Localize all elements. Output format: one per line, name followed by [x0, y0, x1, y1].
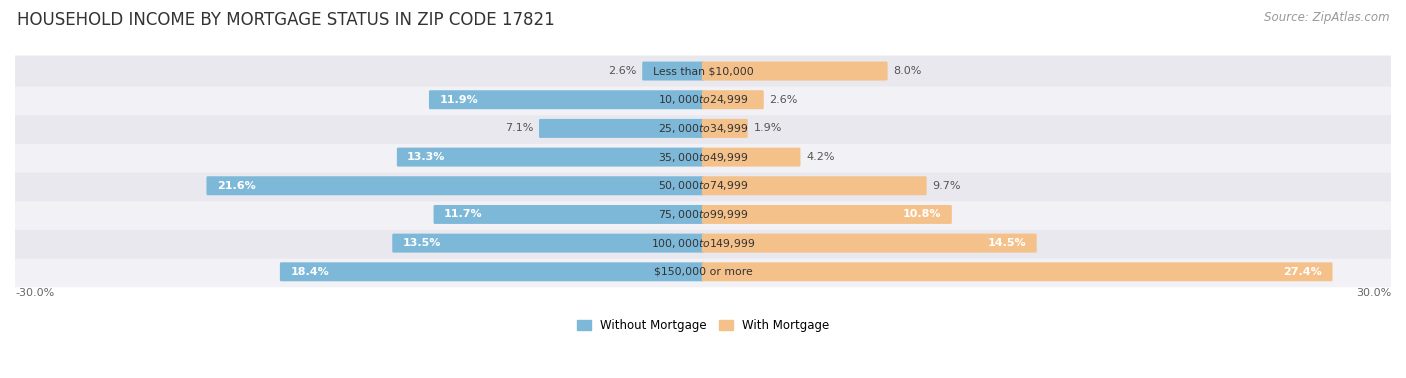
- FancyBboxPatch shape: [396, 147, 704, 167]
- Text: $75,000 to $99,999: $75,000 to $99,999: [658, 208, 748, 221]
- Text: 14.5%: 14.5%: [988, 238, 1026, 248]
- FancyBboxPatch shape: [207, 176, 704, 195]
- Text: HOUSEHOLD INCOME BY MORTGAGE STATUS IN ZIP CODE 17821: HOUSEHOLD INCOME BY MORTGAGE STATUS IN Z…: [17, 11, 554, 29]
- Text: 7.1%: 7.1%: [505, 123, 533, 133]
- FancyBboxPatch shape: [7, 142, 1399, 173]
- Text: Less than $10,000: Less than $10,000: [652, 66, 754, 76]
- Text: 11.7%: 11.7%: [444, 209, 482, 220]
- FancyBboxPatch shape: [702, 234, 1036, 253]
- Text: 13.3%: 13.3%: [408, 152, 446, 162]
- Text: 9.7%: 9.7%: [932, 181, 960, 191]
- Text: 18.4%: 18.4%: [290, 267, 329, 277]
- FancyBboxPatch shape: [429, 90, 704, 109]
- FancyBboxPatch shape: [702, 262, 1333, 281]
- Text: 4.2%: 4.2%: [806, 152, 835, 162]
- Text: $150,000 or more: $150,000 or more: [654, 267, 752, 277]
- Text: 2.6%: 2.6%: [609, 66, 637, 76]
- FancyBboxPatch shape: [7, 228, 1399, 259]
- Text: 8.0%: 8.0%: [893, 66, 922, 76]
- Text: 21.6%: 21.6%: [217, 181, 256, 191]
- Legend: Without Mortgage, With Mortgage: Without Mortgage, With Mortgage: [572, 315, 834, 337]
- FancyBboxPatch shape: [702, 176, 927, 195]
- FancyBboxPatch shape: [643, 62, 704, 81]
- FancyBboxPatch shape: [702, 205, 952, 224]
- FancyBboxPatch shape: [7, 256, 1399, 287]
- FancyBboxPatch shape: [702, 147, 800, 167]
- Text: $35,000 to $49,999: $35,000 to $49,999: [658, 150, 748, 164]
- FancyBboxPatch shape: [280, 262, 704, 281]
- FancyBboxPatch shape: [7, 199, 1399, 230]
- FancyBboxPatch shape: [7, 84, 1399, 115]
- FancyBboxPatch shape: [702, 119, 748, 138]
- Text: 13.5%: 13.5%: [402, 238, 441, 248]
- Text: -30.0%: -30.0%: [15, 288, 55, 298]
- Text: $100,000 to $149,999: $100,000 to $149,999: [651, 237, 755, 249]
- Text: 10.8%: 10.8%: [903, 209, 942, 220]
- FancyBboxPatch shape: [392, 234, 704, 253]
- FancyBboxPatch shape: [7, 170, 1399, 201]
- FancyBboxPatch shape: [7, 113, 1399, 144]
- Text: 27.4%: 27.4%: [1284, 267, 1322, 277]
- FancyBboxPatch shape: [702, 90, 763, 109]
- Text: 11.9%: 11.9%: [439, 95, 478, 105]
- FancyBboxPatch shape: [702, 62, 887, 81]
- FancyBboxPatch shape: [433, 205, 704, 224]
- Text: $50,000 to $74,999: $50,000 to $74,999: [658, 179, 748, 192]
- Text: $25,000 to $34,999: $25,000 to $34,999: [658, 122, 748, 135]
- Text: 2.6%: 2.6%: [769, 95, 797, 105]
- Text: $10,000 to $24,999: $10,000 to $24,999: [658, 93, 748, 106]
- Text: Source: ZipAtlas.com: Source: ZipAtlas.com: [1264, 11, 1389, 24]
- FancyBboxPatch shape: [7, 56, 1399, 87]
- Text: 1.9%: 1.9%: [754, 123, 782, 133]
- FancyBboxPatch shape: [538, 119, 704, 138]
- Text: 30.0%: 30.0%: [1355, 288, 1391, 298]
